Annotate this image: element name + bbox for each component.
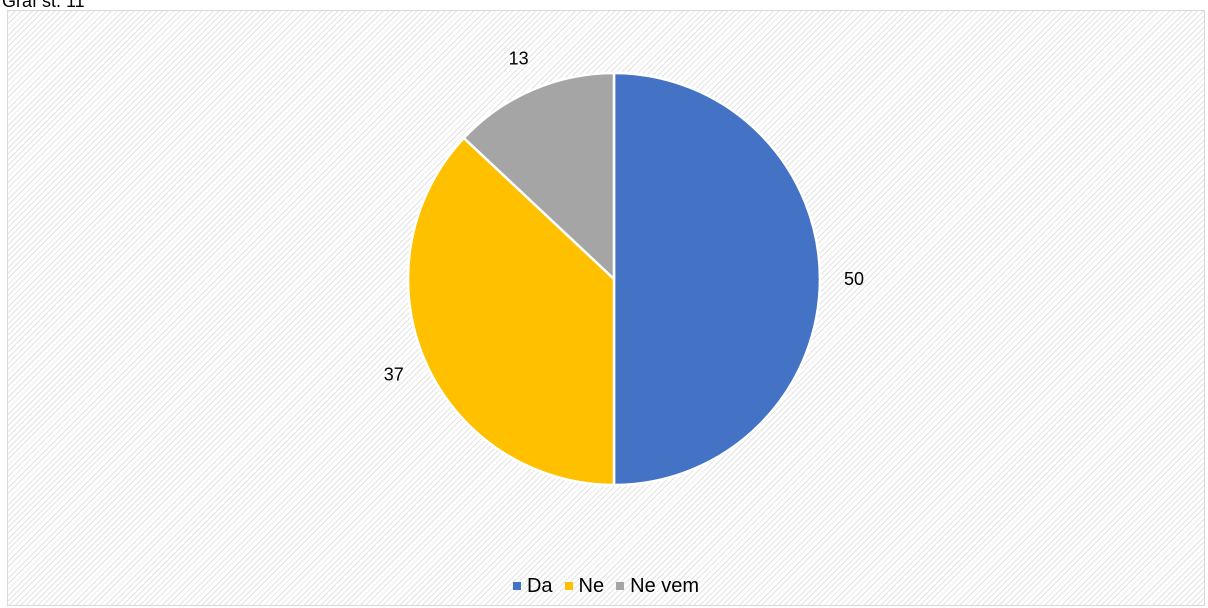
data-label-ne-vem: 13 <box>509 49 529 69</box>
legend-item-ne: Ne <box>564 574 605 598</box>
pie-chart: 50 37 13 <box>384 49 864 487</box>
legend-label-ne: Ne <box>578 575 605 597</box>
legend-swatch-ne <box>564 582 573 590</box>
pie-slice-ne-vem <box>462 71 616 281</box>
chart-legend: Da Ne Ne vem <box>8 574 1204 598</box>
legend-swatch-ne-vem <box>616 582 625 590</box>
chart-caption: Graf št. 11 <box>2 0 85 11</box>
data-label-da: 50 <box>844 269 864 289</box>
legend-swatch-da <box>512 582 521 590</box>
data-label-ne: 37 <box>384 364 404 384</box>
pie-slice-da <box>612 71 822 487</box>
legend-item-ne-vem: Ne vem <box>616 574 699 598</box>
chart-area: 50 37 13 Da Ne Ne vem <box>7 10 1205 606</box>
pie-slice-ne <box>406 136 616 487</box>
legend-label-ne-vem: Ne vem <box>630 575 700 597</box>
legend-label-da: Da <box>526 575 553 597</box>
legend-item-da: Da <box>512 574 553 598</box>
